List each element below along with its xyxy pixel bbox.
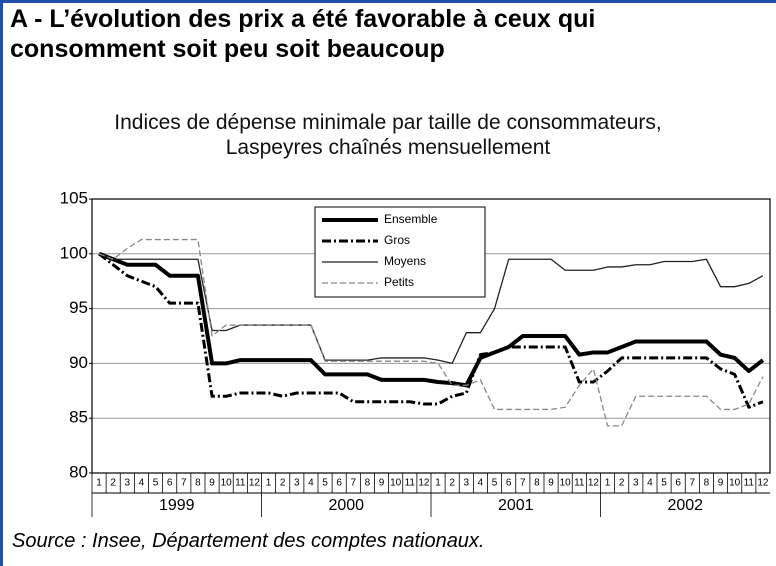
year-label: 1999 xyxy=(159,497,195,514)
legend-label: Ensemble xyxy=(384,212,438,226)
x-tick-label: 6 xyxy=(336,478,342,489)
x-tick-label: 8 xyxy=(534,478,540,489)
x-tick-label: 11 xyxy=(235,478,246,489)
x-tick-label: 9 xyxy=(379,478,385,489)
chart-subtitle: Indices de dépense minimale par taille d… xyxy=(0,110,776,160)
y-tick-label: 80 xyxy=(69,462,88,481)
series-line xyxy=(98,251,765,388)
x-tick-label: 12 xyxy=(588,478,600,489)
x-tick-label: 1 xyxy=(266,478,272,489)
x-tick-label: 7 xyxy=(690,478,696,489)
x-tick-label: 2 xyxy=(619,478,625,489)
year-label: 2001 xyxy=(498,497,534,514)
x-tick-label: 5 xyxy=(322,478,328,489)
x-tick-label: 11 xyxy=(574,478,585,489)
legend: Ensemble Gros Moyens Petits xyxy=(314,206,486,298)
x-tick-label: 9 xyxy=(718,478,724,489)
series-line xyxy=(98,238,764,427)
year-label: 2000 xyxy=(328,497,364,514)
y-tick-label: 85 xyxy=(69,408,88,427)
x-tick-label: 5 xyxy=(661,478,667,489)
x-tick-label: 11 xyxy=(405,478,416,489)
x-tick-label: 6 xyxy=(675,478,681,489)
x-tick-label: 4 xyxy=(139,478,145,489)
series-line xyxy=(98,253,764,365)
year-label: 2002 xyxy=(667,497,703,514)
x-tick-label: 2 xyxy=(110,478,116,489)
x-tick-label: 1 xyxy=(605,478,611,489)
y-tick-label: 95 xyxy=(69,298,88,317)
title-line: consomment soit peu soit beaucoup xyxy=(10,35,445,63)
legend-label: Moyens xyxy=(384,254,426,268)
x-tick-label: 12 xyxy=(249,478,261,489)
x-tick-label: 11 xyxy=(744,478,755,489)
x-tick-label: 10 xyxy=(560,478,572,489)
x-tick-label: 10 xyxy=(390,478,402,489)
x-tick-label: 12 xyxy=(418,478,430,489)
x-tick-label: 3 xyxy=(125,478,131,489)
title-line: A - L’évolution des prix a été favorable… xyxy=(10,5,596,33)
x-tick-label: 3 xyxy=(633,478,639,489)
x-tick-label: 12 xyxy=(757,478,769,489)
x-tick-label: 4 xyxy=(308,478,314,489)
x-tick-label: 6 xyxy=(506,478,512,489)
x-tick-label: 10 xyxy=(221,478,233,489)
subtitle-line: Indices de dépense minimale par taille d… xyxy=(114,111,662,134)
x-tick-label: 7 xyxy=(520,478,526,489)
x-tick-label: 1 xyxy=(96,478,102,489)
y-tick-label: 100 xyxy=(60,243,88,262)
x-tick-label: 6 xyxy=(167,478,173,489)
series-line xyxy=(98,252,764,409)
legend-label: Petits xyxy=(384,275,414,289)
x-tick-label: 7 xyxy=(351,478,357,489)
x-tick-label: 2 xyxy=(280,478,286,489)
x-tick-label: 3 xyxy=(294,478,300,489)
y-tick-label: 105 xyxy=(60,188,88,207)
x-tick-label: 8 xyxy=(365,478,371,489)
subtitle-line: Laspeyres chaînés mensuellement xyxy=(225,136,551,159)
x-tick-label: 7 xyxy=(181,478,187,489)
x-tick-label: 10 xyxy=(729,478,741,489)
source-note: Source : Insee, Département des comptes … xyxy=(12,530,485,552)
x-tick-label: 4 xyxy=(478,478,484,489)
legend-label: Gros xyxy=(384,233,410,247)
x-tick-label: 5 xyxy=(492,478,498,489)
x-tick-label: 9 xyxy=(548,478,554,489)
x-tick-label: 1 xyxy=(435,478,441,489)
x-tick-label: 2 xyxy=(449,478,455,489)
y-tick-label: 90 xyxy=(69,353,88,372)
x-tick-label: 5 xyxy=(153,478,159,489)
chart-title: A - L’évolution des prix a été favorable… xyxy=(10,4,595,64)
x-tick-label: 4 xyxy=(647,478,653,489)
x-tick-label: 8 xyxy=(704,478,710,489)
x-tick-label: 8 xyxy=(195,478,201,489)
x-tick-label: 9 xyxy=(209,478,215,489)
x-tick-label: 3 xyxy=(464,478,470,489)
